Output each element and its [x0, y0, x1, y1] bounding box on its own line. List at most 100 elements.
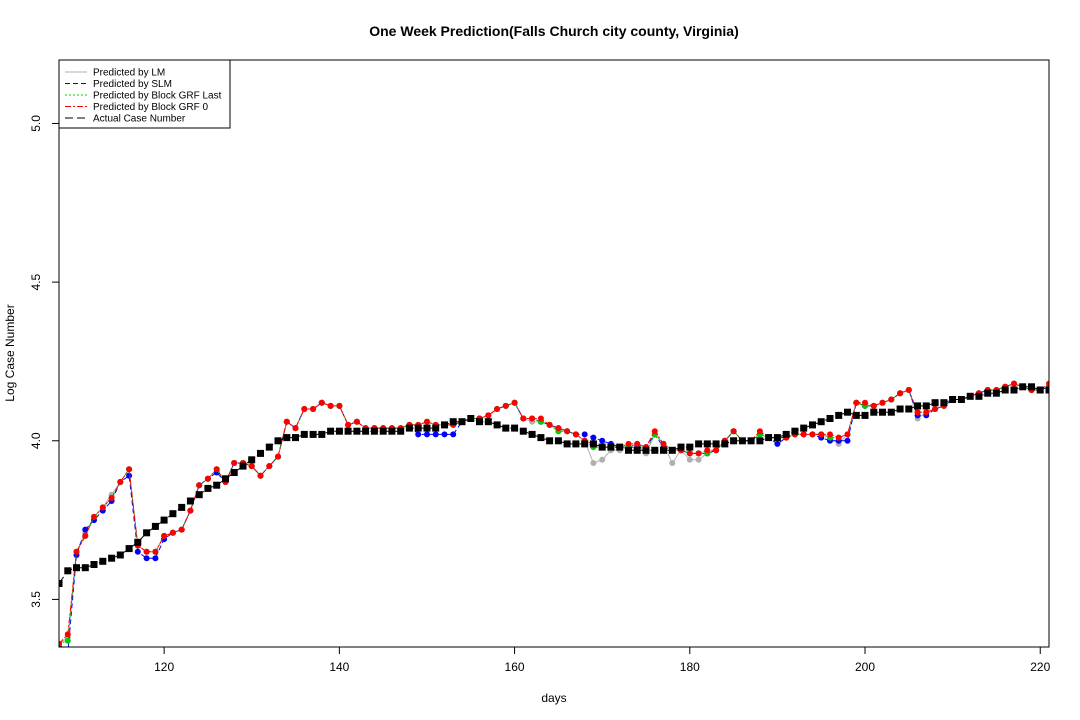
data-point — [222, 475, 229, 483]
data-point — [695, 450, 702, 457]
data-point — [599, 456, 606, 463]
data-point — [853, 399, 860, 406]
data-point — [826, 415, 834, 422]
data-point — [861, 411, 869, 419]
data-point — [450, 431, 457, 438]
series-4 — [59, 383, 1049, 587]
chart-title: One Week Prediction(Falls Church city co… — [369, 23, 739, 39]
data-point — [160, 516, 168, 524]
data-point — [432, 424, 440, 432]
legend-label: Predicted by LM — [93, 68, 165, 79]
data-point — [625, 446, 632, 454]
data-point — [204, 475, 211, 482]
legend-box — [58, 59, 231, 129]
data-point — [827, 431, 833, 438]
data-point — [765, 434, 773, 442]
data-point — [870, 402, 877, 409]
data-point — [773, 434, 781, 442]
data-point — [178, 503, 186, 511]
data-point — [1028, 383, 1035, 391]
data-point — [257, 449, 264, 457]
data-point — [537, 415, 544, 422]
data-point — [922, 402, 930, 410]
data-point — [283, 434, 291, 442]
data-point — [213, 481, 221, 489]
data-point — [800, 431, 807, 438]
data-point — [625, 440, 632, 447]
data-point — [424, 431, 430, 438]
data-point — [546, 437, 554, 445]
data-point — [590, 460, 597, 466]
data-point — [914, 409, 921, 416]
data-point — [266, 463, 273, 470]
data-point — [870, 408, 878, 416]
data-point — [923, 409, 930, 416]
data-point — [713, 447, 720, 454]
data-point — [125, 545, 133, 553]
data-point — [607, 443, 615, 451]
data-point — [651, 428, 658, 435]
data-point — [344, 427, 352, 435]
data-point — [441, 421, 448, 429]
y-tick-label: 4.0 — [29, 432, 43, 449]
data-point — [353, 418, 360, 425]
data-point — [642, 446, 650, 454]
data-point — [301, 406, 308, 412]
data-point — [554, 437, 562, 445]
data-point — [265, 443, 273, 451]
data-point — [449, 418, 457, 426]
data-point — [695, 440, 703, 448]
data-point — [59, 580, 63, 587]
data-point — [213, 466, 220, 473]
data-point — [975, 392, 983, 400]
data-point — [283, 418, 290, 425]
data-point — [835, 411, 843, 419]
data-point — [458, 418, 466, 426]
data-point — [712, 440, 720, 448]
data-point — [292, 425, 299, 432]
data-point — [914, 402, 922, 410]
data-point — [581, 431, 588, 438]
data-point — [405, 424, 413, 432]
data-point — [353, 427, 361, 435]
data-point — [502, 402, 509, 409]
data-point — [668, 446, 676, 454]
data-point — [651, 446, 659, 454]
legend-label: Predicted by SLM — [93, 79, 172, 90]
data-point — [511, 424, 519, 432]
data-point — [248, 463, 255, 470]
data-point — [862, 399, 868, 406]
plot-area — [59, 380, 1049, 647]
data-point — [143, 529, 151, 537]
data-point — [169, 510, 177, 518]
data-point — [774, 440, 781, 447]
data-point — [502, 424, 510, 432]
data-point — [90, 561, 98, 568]
data-point — [126, 466, 133, 473]
data-point — [467, 415, 475, 422]
data-point — [1011, 380, 1017, 387]
data-point — [511, 399, 518, 406]
data-point — [634, 440, 641, 447]
data-point — [1001, 386, 1009, 394]
data-point — [134, 548, 141, 555]
legend-label: Predicted by Block GRF Last — [93, 91, 222, 102]
data-point — [423, 424, 431, 432]
axes: 120 140 160 180 200 220 3.5 4.0 4.5 5.0 — [29, 115, 1051, 674]
data-point — [616, 443, 624, 451]
data-point — [703, 440, 711, 448]
data-point — [852, 411, 860, 419]
data-point — [327, 427, 335, 435]
data-point — [73, 564, 80, 572]
data-point — [529, 415, 536, 422]
data-point — [248, 456, 256, 464]
data-point — [108, 554, 116, 562]
data-point — [520, 415, 527, 422]
data-point — [292, 434, 299, 442]
data-point — [484, 418, 492, 426]
y-tick-label: 4.5 — [29, 273, 43, 290]
data-point — [441, 431, 448, 438]
data-point — [660, 446, 667, 454]
data-point — [397, 427, 405, 435]
